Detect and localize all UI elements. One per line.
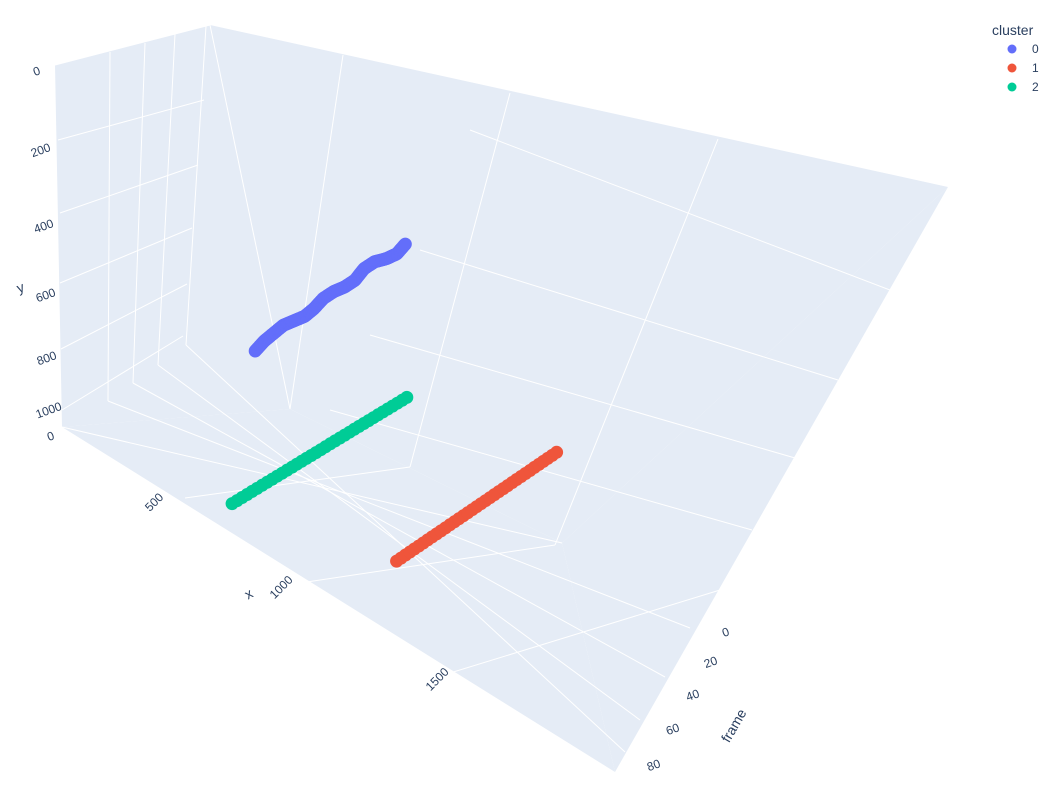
z-tick-label: 80	[645, 756, 663, 774]
z-tick-label: 40	[684, 686, 702, 704]
legend-label-1: 1	[1032, 61, 1039, 75]
x-axis-title: x	[241, 585, 255, 602]
data-point[interactable]	[398, 237, 412, 251]
y-tick-label: 400	[32, 216, 56, 236]
back-wall	[55, 25, 948, 543]
y-axis-title: y	[14, 279, 26, 296]
y-tick-label: 1000	[34, 399, 64, 421]
x-tick-label: 1000	[267, 573, 296, 602]
y-tick-label: 800	[35, 348, 59, 368]
z-axis-title: frame	[718, 706, 750, 745]
legend-item[interactable]: 2	[1007, 80, 1040, 94]
data-point[interactable]	[550, 445, 564, 459]
z-tick-label: 0	[720, 624, 731, 640]
legend-item[interactable]: 0	[1007, 42, 1040, 56]
series-1	[390, 445, 564, 568]
x-tick-label: 0	[45, 428, 56, 444]
series-2	[225, 390, 414, 511]
legend-title: cluster	[992, 22, 1034, 38]
gridlines	[54, 24, 891, 753]
legend: cluster 0 1 2	[992, 22, 1039, 94]
y-tick-label: 600	[34, 285, 58, 305]
data-series	[225, 237, 564, 568]
legend-marker-0	[1007, 44, 1017, 54]
legend-label-2: 2	[1032, 80, 1039, 94]
z-tick-label: 60	[664, 720, 682, 738]
x-tick-label: 1500	[423, 665, 452, 694]
legend-item[interactable]: 1	[1007, 61, 1040, 75]
legend-marker-1	[1007, 63, 1017, 73]
z-tick-label: 20	[702, 653, 720, 671]
legend-marker-2	[1007, 82, 1017, 92]
series-0	[248, 237, 412, 358]
y-tick-label: 0	[31, 63, 42, 79]
x-tick-label: 500	[142, 490, 166, 514]
side-wall	[562, 187, 948, 772]
y-tick-label: 200	[29, 140, 53, 160]
floor	[62, 409, 615, 772]
legend-label-0: 0	[1032, 42, 1039, 56]
data-point[interactable]	[400, 390, 414, 404]
scene-walls	[55, 25, 948, 772]
